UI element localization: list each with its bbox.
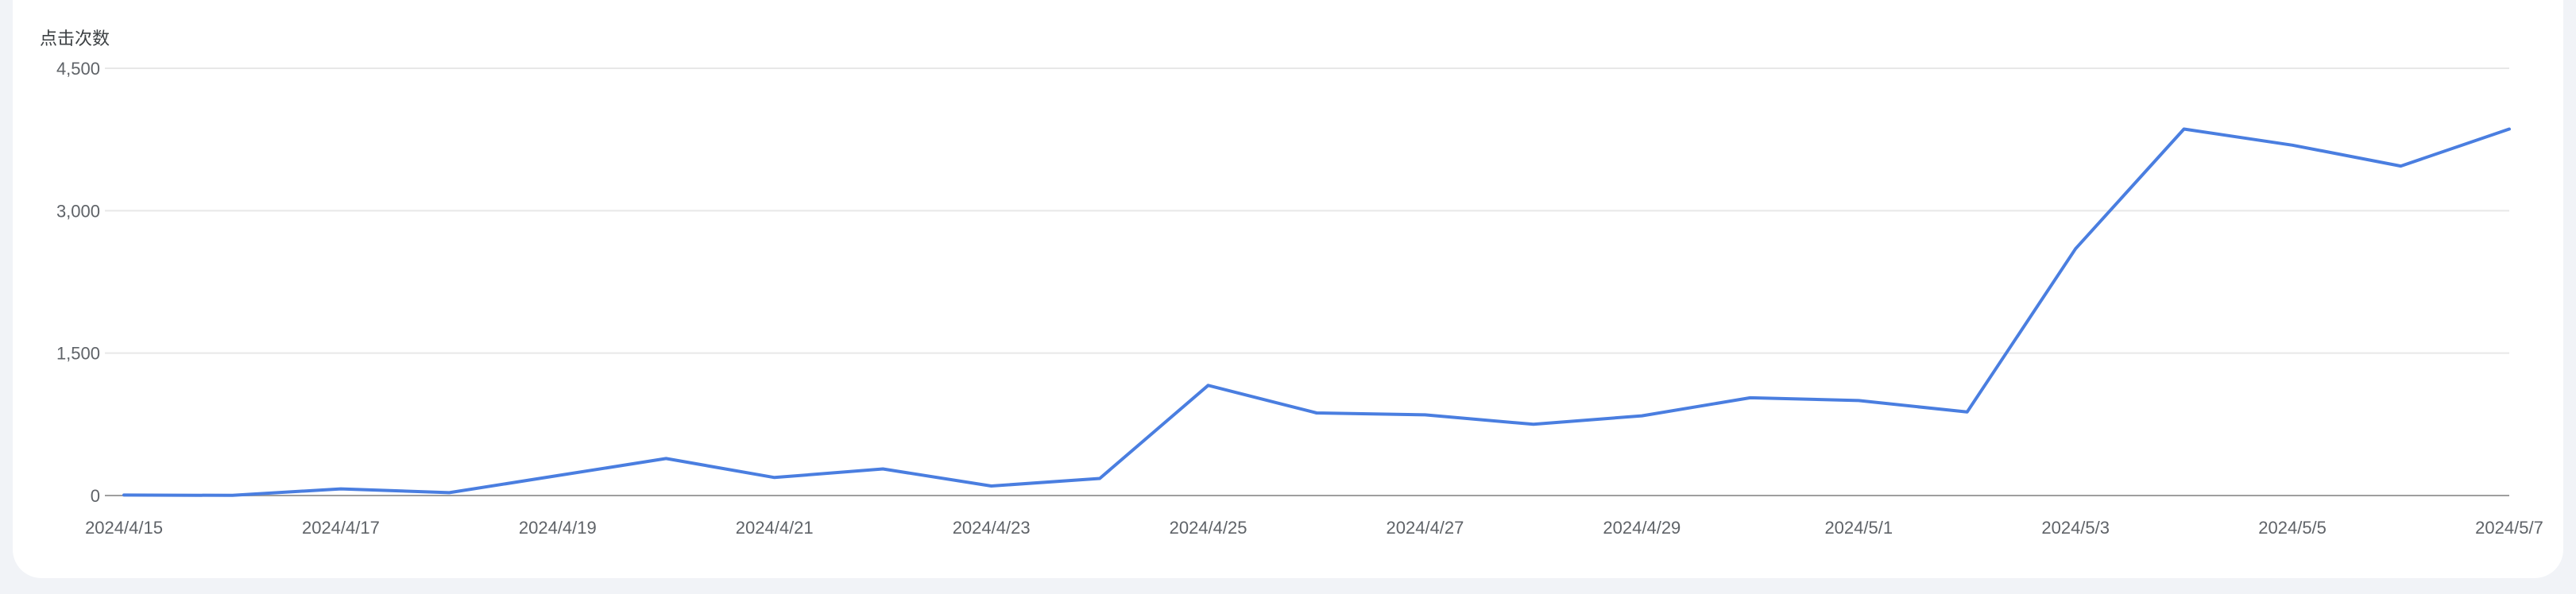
x-tick-label: 2024/4/23 (953, 518, 1031, 538)
clicks-series-line (122, 127, 2511, 497)
x-tick-label: 2024/5/5 (2258, 518, 2327, 538)
x-tick-label: 2024/4/25 (1170, 518, 1247, 538)
x-tick-label: 2024/4/19 (519, 518, 597, 538)
series-layer (122, 127, 2511, 497)
x-tick-label: 2024/5/7 (2475, 518, 2543, 538)
x-tick-label: 2024/4/15 (85, 518, 163, 538)
clicks-line-chart: 点击次数 0 1,500 3,000 4,500 2024/4/15 2024/4/17… (40, 29, 2543, 538)
y-axis-ticks: 0 1,500 3,000 4,500 (56, 59, 100, 506)
x-tick-label: 2024/5/1 (1824, 518, 1893, 538)
y-tick-label: 0 (91, 486, 100, 506)
x-tick-label: 2024/4/29 (1603, 518, 1681, 538)
x-tick-label: 2024/5/3 (2041, 518, 2110, 538)
y-tick-label: 4,500 (56, 59, 100, 79)
chart-card: 点击次数 0 1,500 3,000 4,500 2024/4/15 2024/4/17… (13, 0, 2563, 578)
y-tick-label: 3,000 (56, 201, 100, 221)
y-tick-label: 1,500 (56, 344, 100, 364)
x-axis-ticks: 2024/4/15 2024/4/17 2024/4/19 2024/4/21 2024… (85, 518, 2543, 538)
x-tick-label: 2024/4/27 (1387, 518, 1464, 538)
grid-layer (105, 68, 2509, 496)
x-tick-label: 2024/4/17 (302, 518, 380, 538)
y-axis-title: 点击次数 (40, 29, 110, 49)
x-tick-label: 2024/4/21 (736, 518, 814, 538)
